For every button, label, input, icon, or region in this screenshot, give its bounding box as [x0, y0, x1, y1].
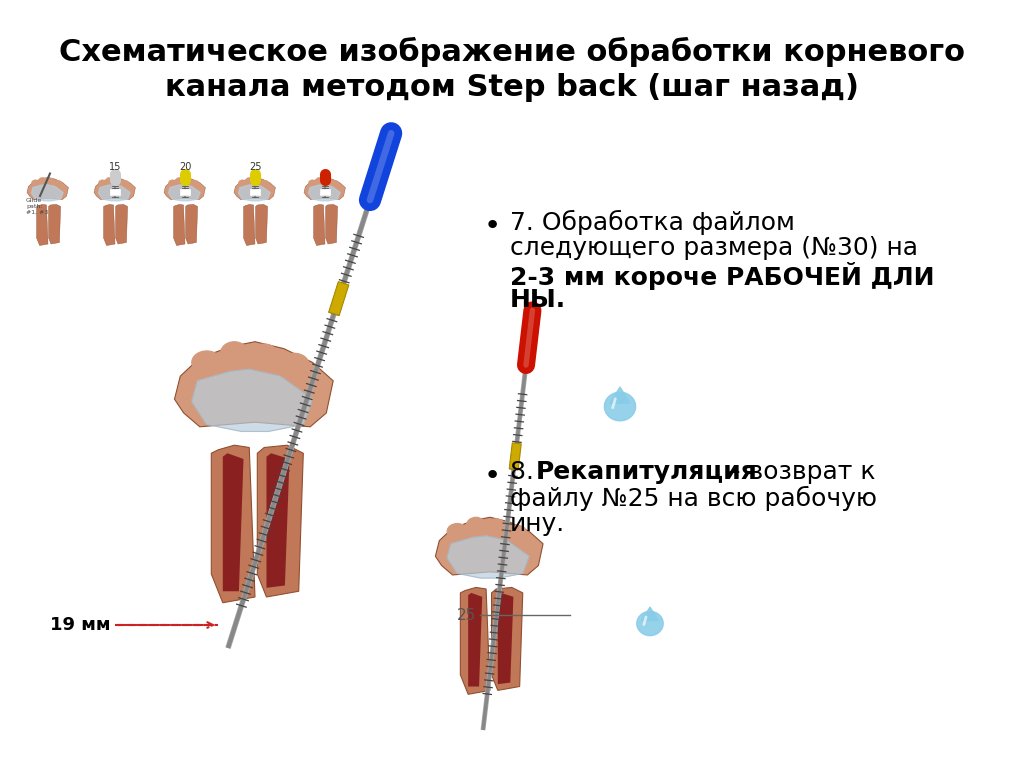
Ellipse shape	[169, 179, 176, 186]
Polygon shape	[461, 588, 490, 694]
Polygon shape	[637, 611, 664, 636]
Polygon shape	[234, 177, 275, 199]
Text: – возврат к: – возврат к	[720, 460, 876, 484]
Bar	[180, 189, 190, 195]
Text: 2-3 мм короче РАБОЧЕЙ ДЛИ: 2-3 мм короче РАБОЧЕЙ ДЛИ	[510, 262, 935, 290]
Polygon shape	[48, 204, 60, 244]
Polygon shape	[103, 204, 115, 245]
Ellipse shape	[261, 180, 269, 186]
Text: 25: 25	[249, 163, 261, 173]
Polygon shape	[37, 204, 48, 245]
Ellipse shape	[332, 180, 339, 186]
Ellipse shape	[254, 178, 261, 184]
Polygon shape	[174, 342, 333, 426]
Text: Схематическое изображение обработки корневого: Схематическое изображение обработки корн…	[59, 37, 965, 67]
Ellipse shape	[176, 177, 183, 183]
Polygon shape	[169, 185, 200, 201]
Polygon shape	[492, 588, 523, 690]
Ellipse shape	[121, 180, 129, 186]
Polygon shape	[468, 593, 482, 686]
Ellipse shape	[486, 518, 506, 535]
Ellipse shape	[315, 177, 324, 183]
Text: 25: 25	[457, 607, 476, 623]
Text: 8.: 8.	[510, 460, 542, 484]
Polygon shape	[447, 536, 529, 578]
Text: •: •	[483, 462, 501, 490]
Ellipse shape	[191, 351, 221, 374]
Polygon shape	[256, 204, 267, 244]
Ellipse shape	[507, 525, 526, 541]
Polygon shape	[604, 392, 636, 421]
Text: 15: 15	[109, 163, 121, 173]
Polygon shape	[94, 177, 135, 199]
Ellipse shape	[324, 178, 332, 184]
Ellipse shape	[239, 179, 247, 186]
Ellipse shape	[447, 524, 467, 539]
Text: Рекапитуляция: Рекапитуляция	[536, 460, 758, 484]
Ellipse shape	[98, 179, 106, 186]
Ellipse shape	[220, 342, 248, 364]
Ellipse shape	[39, 177, 46, 183]
Ellipse shape	[467, 517, 485, 533]
Polygon shape	[211, 445, 255, 603]
Ellipse shape	[246, 177, 254, 183]
Polygon shape	[509, 443, 521, 469]
Text: Glide
path:
#1, #3: Glide path: #1, #3	[26, 198, 48, 215]
Text: канала методом Step back (шаг назад): канала методом Step back (шаг назад)	[165, 74, 859, 103]
Polygon shape	[266, 453, 290, 588]
Polygon shape	[326, 204, 338, 244]
Polygon shape	[329, 281, 349, 315]
Ellipse shape	[46, 178, 54, 184]
Polygon shape	[498, 593, 513, 684]
Ellipse shape	[105, 177, 114, 183]
Text: файлу №25 на всю рабочую: файлу №25 на всю рабочую	[510, 486, 877, 511]
Polygon shape	[308, 185, 340, 201]
Ellipse shape	[32, 179, 39, 186]
Polygon shape	[610, 387, 630, 403]
Polygon shape	[174, 204, 185, 245]
Ellipse shape	[308, 179, 316, 186]
Polygon shape	[116, 204, 128, 244]
Ellipse shape	[280, 353, 309, 376]
Ellipse shape	[251, 344, 278, 367]
Text: НЫ.: НЫ.	[510, 288, 566, 312]
Polygon shape	[257, 445, 303, 597]
Polygon shape	[313, 204, 325, 245]
Text: следующего размера (№30) на: следующего размера (№30) на	[510, 236, 918, 260]
Polygon shape	[239, 185, 270, 201]
Polygon shape	[191, 369, 312, 431]
Polygon shape	[304, 177, 345, 199]
Polygon shape	[27, 177, 69, 199]
Ellipse shape	[191, 180, 199, 186]
Ellipse shape	[114, 178, 121, 184]
Bar	[250, 189, 260, 195]
Polygon shape	[98, 185, 130, 201]
Ellipse shape	[54, 180, 62, 186]
Text: •: •	[483, 212, 501, 240]
Bar	[319, 189, 330, 195]
Polygon shape	[185, 204, 198, 244]
Polygon shape	[32, 185, 63, 201]
Ellipse shape	[183, 178, 191, 184]
Polygon shape	[642, 607, 658, 621]
Text: ину.: ину.	[510, 512, 565, 536]
Text: 19 мм: 19 мм	[49, 616, 110, 634]
Text: 7. Обработка файлом: 7. Обработка файлом	[510, 210, 795, 235]
Text: 20: 20	[179, 163, 191, 173]
Bar	[110, 189, 120, 195]
Polygon shape	[435, 517, 543, 575]
Polygon shape	[223, 453, 244, 591]
Polygon shape	[244, 204, 255, 245]
Polygon shape	[164, 177, 206, 199]
